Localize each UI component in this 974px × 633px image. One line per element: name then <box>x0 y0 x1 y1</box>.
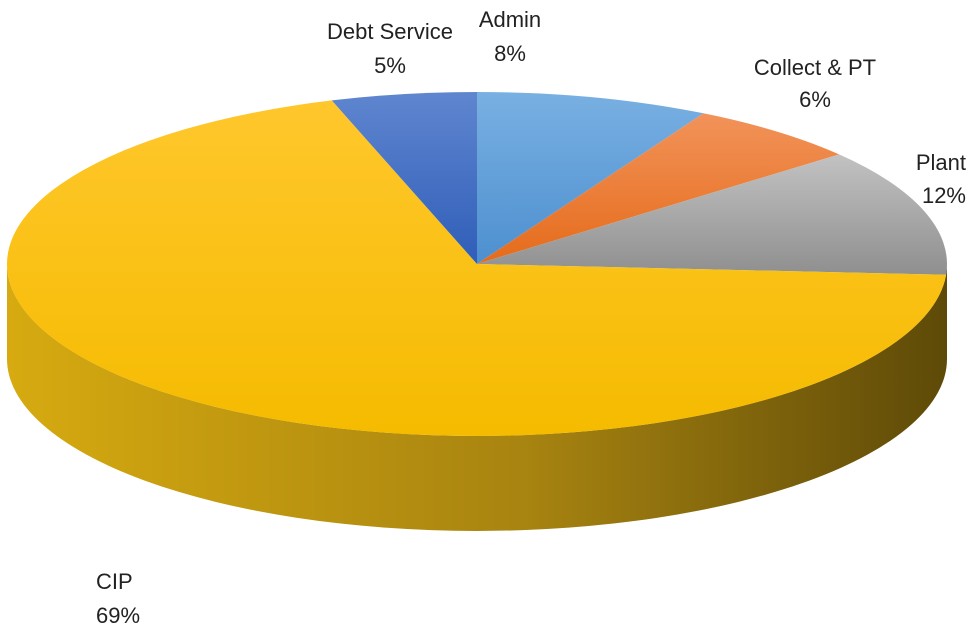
slice-label-debt-service: Debt Service <box>327 19 453 44</box>
pie-top-face <box>7 92 947 436</box>
pie-labels: Admin 8% Collect & PT 6% Plant 12% CIP 69% Debt … <box>96 7 966 628</box>
slice-value-collect-pt: 6% <box>799 87 831 112</box>
pie-slice-plant <box>477 154 947 275</box>
pie-slice-cip <box>7 100 947 436</box>
pie-slice-debt-service <box>331 92 477 264</box>
slice-value-admin: 8% <box>494 41 526 66</box>
slice-label-plant: Plant <box>916 150 966 175</box>
pie-slice-admin <box>477 92 704 264</box>
slice-value-debt-service: 5% <box>374 53 406 78</box>
pie-side-wall <box>7 264 947 531</box>
pie-side-cip <box>7 264 947 531</box>
pie-slice-collect-pt <box>477 113 840 264</box>
slice-label-admin: Admin <box>479 7 541 32</box>
slice-label-cip: CIP <box>96 569 133 594</box>
slice-label-collect-pt: Collect & PT <box>754 55 876 80</box>
slice-value-cip: 69% <box>96 603 140 628</box>
slice-value-plant: 12% <box>922 183 966 208</box>
